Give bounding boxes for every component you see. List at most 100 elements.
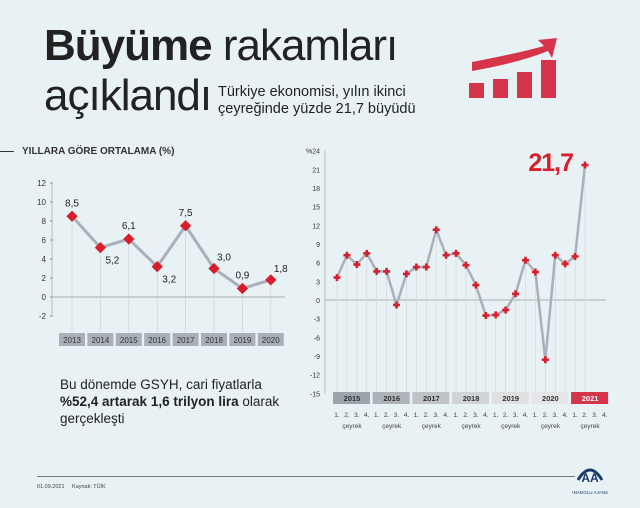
data-point	[472, 281, 480, 289]
x-tick-label: 2013	[63, 336, 81, 345]
footer-source: Kaynak: TÜİK	[72, 484, 106, 490]
quarter-label: 4.	[523, 412, 529, 419]
data-label: 5,2	[105, 256, 119, 267]
title-bold: Büyüme	[44, 21, 213, 70]
category-box	[257, 333, 284, 346]
subtitle: Türkiye ekonomisi, yılın ikinci çeyreğin…	[218, 84, 416, 117]
data-point	[373, 267, 381, 275]
quarter-label: 2.	[424, 412, 430, 419]
category-box	[229, 333, 256, 346]
quarter-label: 4.	[602, 412, 608, 419]
year-box	[531, 392, 569, 404]
year-label: 2019	[502, 394, 519, 403]
x-tick-label: 2017	[177, 336, 195, 345]
quarter-label: 4.	[483, 412, 489, 419]
data-point	[94, 241, 107, 254]
data-point	[521, 256, 529, 264]
data-point	[492, 311, 500, 319]
data-point	[551, 251, 559, 259]
quarter-label: 2.	[582, 412, 588, 419]
quarter-label: 2.	[543, 412, 549, 419]
quarter-label: 2.	[503, 412, 509, 419]
quarter-label: 3.	[433, 412, 439, 419]
data-label: 8,5	[65, 198, 79, 209]
quarter-label: 1.	[453, 412, 459, 419]
data-label: 1,8	[274, 264, 288, 275]
footer-date: 01.09.2021	[37, 484, 65, 490]
y-tick-label: 10	[37, 198, 46, 207]
quarter-word: çeyrek	[422, 423, 442, 430]
category-box	[201, 333, 227, 346]
year-label: 2017	[423, 394, 440, 403]
year-label: 2018	[463, 394, 480, 403]
page-title: Büyüme rakamları	[44, 21, 398, 70]
data-point	[265, 274, 277, 286]
quarter-word: çeyrek	[581, 423, 601, 430]
title-light: rakamları	[222, 21, 398, 70]
data-point	[462, 261, 470, 269]
svg-text:ANADOLU AJANSI: ANADOLU AJANSI	[572, 490, 608, 495]
y-tick-label: 0	[316, 298, 320, 305]
quarter-label: 4.	[364, 412, 370, 419]
quarter-label: 2.	[384, 412, 390, 419]
y-tick-label: %24	[306, 149, 320, 156]
y-tick-label: -9	[314, 354, 320, 361]
year-label: 2016	[383, 394, 400, 403]
anadolu-logo: AA ANADOLU AJANSI	[571, 458, 609, 498]
data-point	[541, 356, 549, 364]
quarter-word: çeyrek	[541, 423, 561, 430]
data-label: 3,0	[217, 253, 231, 264]
data-point	[502, 306, 510, 314]
year-box	[372, 392, 410, 404]
x-tick-label: 2016	[148, 336, 166, 345]
page-title-line2: açıklandı	[44, 71, 212, 120]
y-tick-label: -6	[314, 335, 320, 342]
quarter-label: 4.	[404, 412, 410, 419]
data-point	[442, 251, 450, 259]
data-point	[402, 270, 410, 278]
quarter-word: çeyrek	[342, 423, 362, 430]
data-point	[581, 161, 589, 169]
data-point	[432, 226, 440, 234]
y-tick-label: 6	[42, 236, 47, 245]
category-box	[59, 333, 85, 346]
quarter-label: 3.	[394, 412, 400, 419]
x-tick-label: 2014	[92, 336, 110, 345]
y-tick-label: 2	[42, 274, 47, 283]
year-label: 2020	[542, 394, 559, 403]
y-tick-label: 6	[316, 261, 320, 268]
data-point	[353, 261, 361, 269]
y-tick-label: 15	[312, 205, 320, 212]
svg-text:AA: AA	[581, 471, 599, 485]
quarter-label: 1.	[493, 412, 499, 419]
data-point	[482, 312, 490, 320]
data-point	[343, 251, 351, 259]
data-point	[571, 252, 579, 260]
y-tick-label: -3	[314, 317, 320, 324]
data-point	[512, 290, 520, 298]
gdp-note: Bu dönemde GSYH, cari fiyatlarla %52,4 a…	[60, 376, 280, 427]
y-tick-label: 4	[42, 255, 47, 264]
data-point	[452, 249, 460, 257]
year-box	[491, 392, 529, 404]
y-tick-label: -12	[310, 373, 320, 380]
category-box	[144, 333, 171, 346]
divider	[0, 151, 14, 152]
data-point	[333, 274, 341, 282]
x-tick-label: 2015	[120, 336, 138, 345]
x-tick-label: 2020	[262, 336, 280, 345]
category-box	[87, 333, 114, 346]
growth-chart-icon	[469, 38, 557, 98]
footer-divider	[37, 476, 575, 477]
quarter-label: 2.	[463, 412, 469, 419]
y-tick-label: -2	[39, 312, 47, 321]
data-label: 3,2	[162, 275, 176, 286]
quarter-word: çeyrek	[501, 423, 521, 430]
note-text-end: olarak gerçekleşti	[60, 394, 280, 426]
data-point	[236, 282, 249, 295]
quarter-label: 3.	[473, 412, 479, 419]
y-tick-label: -15	[310, 391, 320, 398]
y-tick-label: 18	[312, 186, 320, 193]
quarter-label: 1.	[572, 412, 578, 419]
